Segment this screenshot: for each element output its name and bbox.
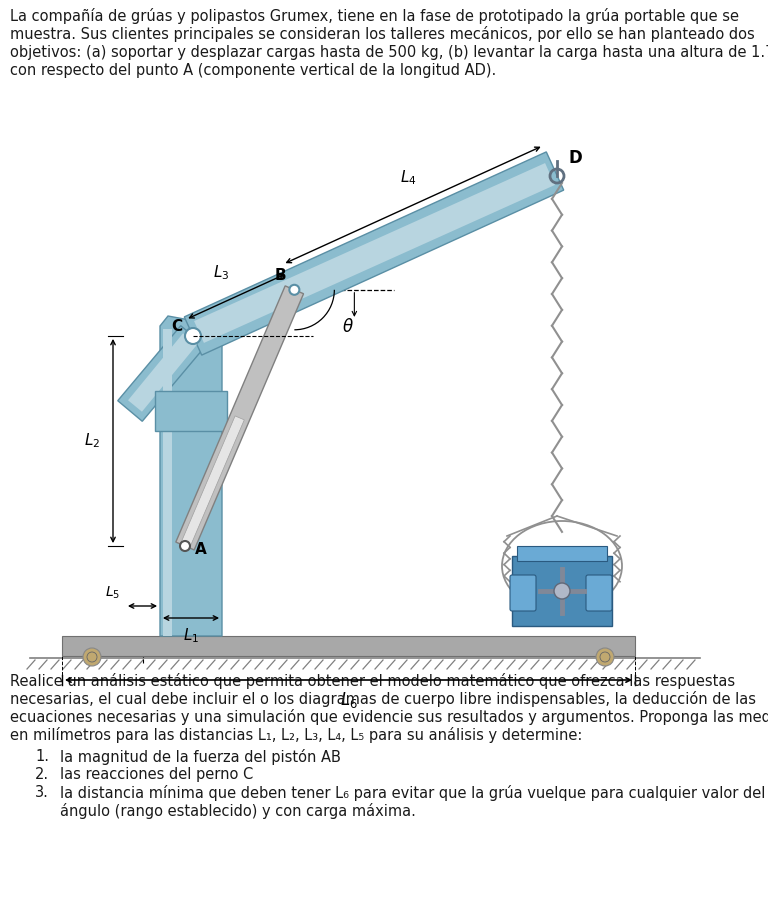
Text: la magnitud de la fuerza del pistón AB: la magnitud de la fuerza del pistón AB: [60, 749, 341, 765]
Text: $L_6$: $L_6$: [339, 690, 357, 710]
Polygon shape: [194, 163, 555, 343]
FancyBboxPatch shape: [510, 575, 536, 611]
Text: $L_3$: $L_3$: [213, 263, 230, 281]
Polygon shape: [176, 286, 303, 550]
Text: $L_4$: $L_4$: [400, 168, 416, 187]
Text: muestra. Sus clientes principales se consideran los talleres mecánicos, por ello: muestra. Sus clientes principales se con…: [10, 26, 755, 42]
FancyBboxPatch shape: [512, 556, 612, 626]
FancyBboxPatch shape: [517, 546, 607, 561]
Text: Realice un análisis estático que permita obtener el modelo matemático que ofrezc: Realice un análisis estático que permita…: [10, 673, 735, 689]
Circle shape: [185, 328, 201, 344]
Text: $L_2$: $L_2$: [84, 432, 100, 450]
Text: $L_1$: $L_1$: [183, 626, 199, 645]
Polygon shape: [184, 152, 564, 355]
Polygon shape: [180, 416, 244, 548]
Text: en milímetros para las distancias L₁, L₂, L₃, L₄, L₅ para su análisis y determin: en milímetros para las distancias L₁, L₂…: [10, 727, 582, 743]
Text: con respecto del punto A (componente vertical de la longitud AD).: con respecto del punto A (componente ver…: [10, 63, 496, 78]
Circle shape: [290, 285, 300, 295]
Text: 2.: 2.: [35, 767, 49, 782]
Polygon shape: [160, 316, 222, 636]
Text: ecuaciones necesarias y una simulación que evidencie sus resultados y argumentos: ecuaciones necesarias y una simulación q…: [10, 709, 768, 725]
Text: objetivos: (a) soportar y desplazar cargas hasta de 500 kg, (b) levantar la carg: objetivos: (a) soportar y desplazar carg…: [10, 45, 768, 60]
Text: 1.: 1.: [35, 749, 49, 764]
Text: $L_5$: $L_5$: [105, 585, 120, 601]
Text: la distancia mínima que deben tener L₆ para evitar que la grúa vuelque para cual: la distancia mínima que deben tener L₆ p…: [60, 785, 766, 801]
FancyBboxPatch shape: [586, 575, 612, 611]
Text: A: A: [195, 542, 207, 557]
Polygon shape: [163, 329, 172, 636]
Polygon shape: [118, 325, 205, 422]
Text: necesarias, el cual debe incluir el o los diagramas de cuerpo libre indispensabl: necesarias, el cual debe incluir el o lo…: [10, 691, 756, 707]
Text: 3.: 3.: [35, 785, 49, 800]
Text: C: C: [171, 319, 182, 334]
Circle shape: [596, 648, 614, 666]
Circle shape: [83, 648, 101, 666]
Text: ángulo (rango establecido) y con carga máxima.: ángulo (rango establecido) y con carga m…: [60, 803, 416, 819]
Circle shape: [554, 583, 570, 599]
Text: La compañía de grúas y polipastos Grumex, tiene en la fase de prototipado la grú: La compañía de grúas y polipastos Grumex…: [10, 8, 739, 24]
Polygon shape: [128, 333, 197, 412]
Text: las reacciones del perno C: las reacciones del perno C: [60, 767, 253, 782]
Text: B: B: [274, 268, 286, 283]
FancyBboxPatch shape: [62, 636, 635, 656]
Text: $\theta$: $\theta$: [343, 318, 354, 336]
Text: D: D: [569, 149, 583, 167]
Polygon shape: [155, 391, 227, 431]
Circle shape: [180, 541, 190, 551]
